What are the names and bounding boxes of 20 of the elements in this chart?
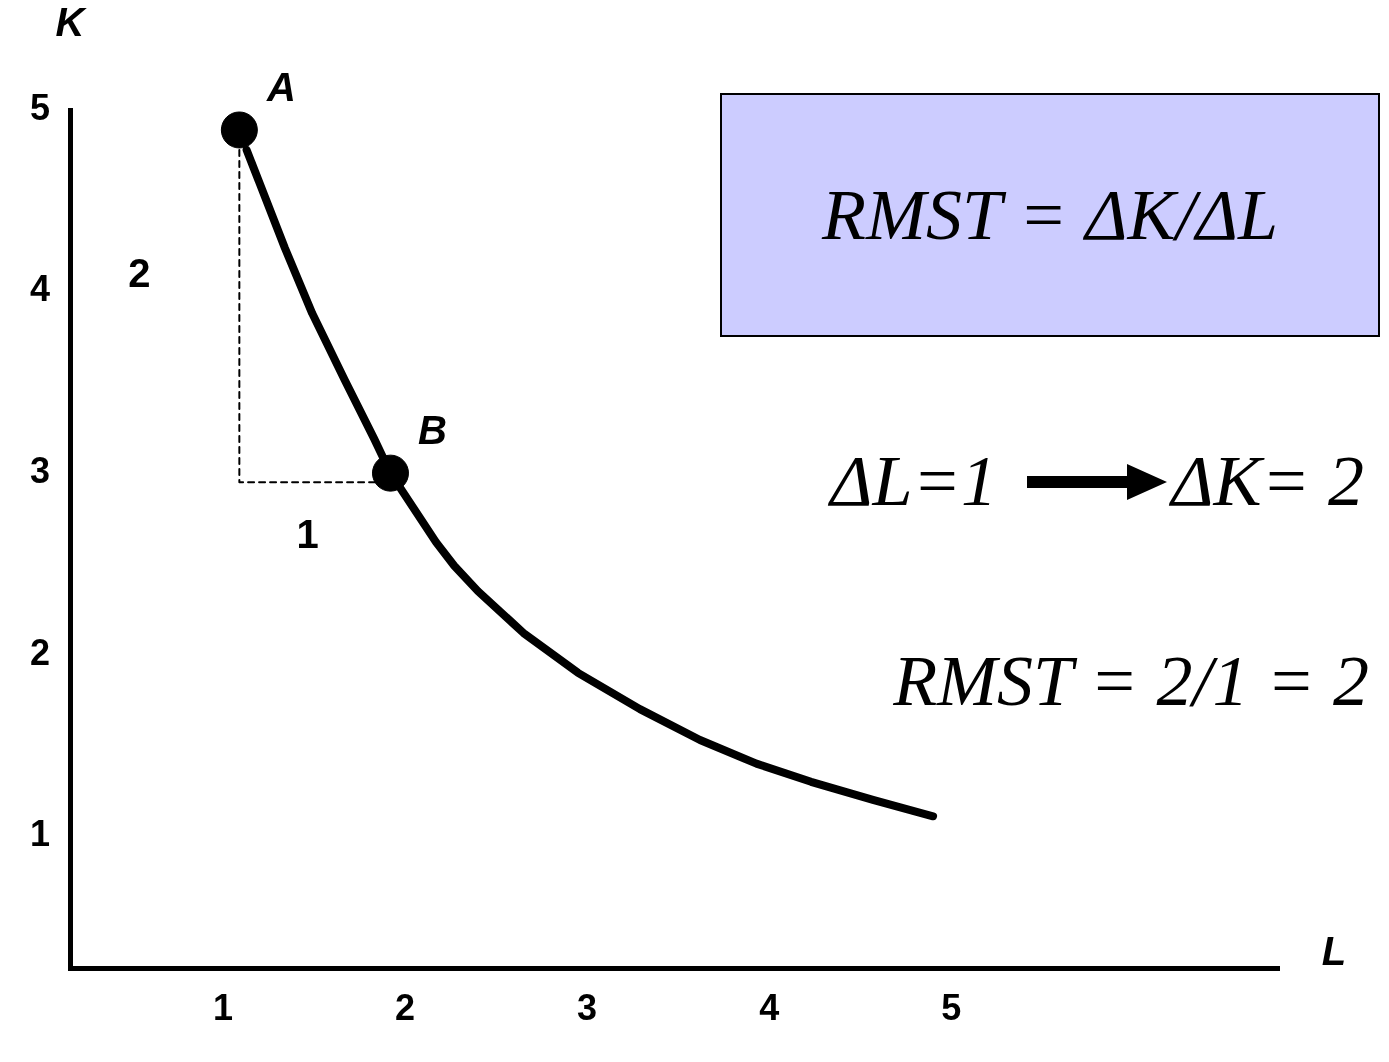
annotation: RMST = 2/1 = 2 (893, 640, 1369, 723)
x-axis-title: L (1321, 928, 1347, 973)
y-tick-label: 2 (29, 631, 51, 673)
annotation: A (265, 65, 296, 109)
x-tick-label: 1 (212, 987, 233, 1029)
y-tick-label: 1 (29, 813, 51, 855)
annotation: 1 (296, 512, 319, 557)
y-tick-label: 5 (29, 86, 51, 128)
x-tick-label: 2 (395, 987, 416, 1029)
y-tick-label: 3 (29, 450, 51, 492)
annotation: 2 (128, 251, 151, 296)
x-tick-label: 3 (577, 987, 598, 1029)
x-tick-label: 5 (941, 987, 962, 1029)
annotation: ΔL=1 (830, 440, 998, 523)
annotation: RMST = ΔK/ΔL (822, 173, 1278, 257)
y-axis-title: K (55, 0, 88, 45)
x-tick-label: 4 (759, 987, 780, 1029)
annotation: ΔK= 2 (1171, 440, 1364, 523)
annotation: B (418, 408, 447, 453)
y-tick-label: 4 (29, 268, 51, 310)
